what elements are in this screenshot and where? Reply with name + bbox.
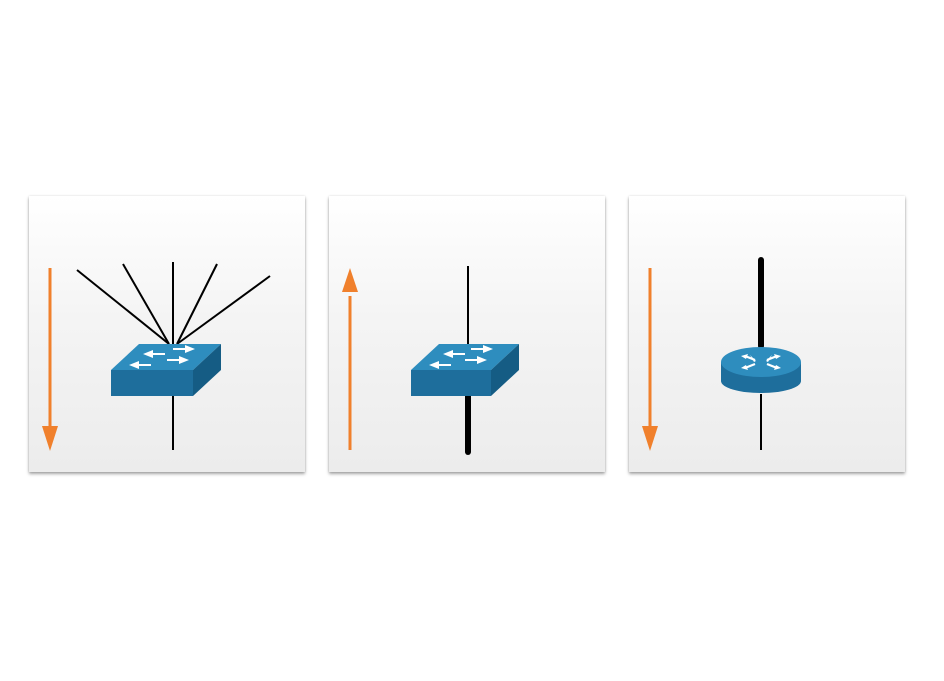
panel-2-graphic [342,266,519,455]
diagram-panel-3 [629,196,905,472]
link-line-4 [176,263,218,345]
link-line-5 [176,275,271,345]
upward-arrow-icon [342,268,358,450]
downward-arrow-icon [642,268,658,451]
panel-1-graphic [42,262,271,451]
diagram-panel-2 [329,196,605,472]
switch-icon [111,344,221,396]
downward-arrow-icon [42,268,58,451]
link-line-1 [76,269,170,345]
diagram-panel-1 [29,196,305,472]
switch-icon [411,344,519,396]
panel-3-graphic [642,257,801,451]
link-line-2 [122,263,170,345]
uplink-lines [76,262,271,345]
router-icon [721,347,801,393]
